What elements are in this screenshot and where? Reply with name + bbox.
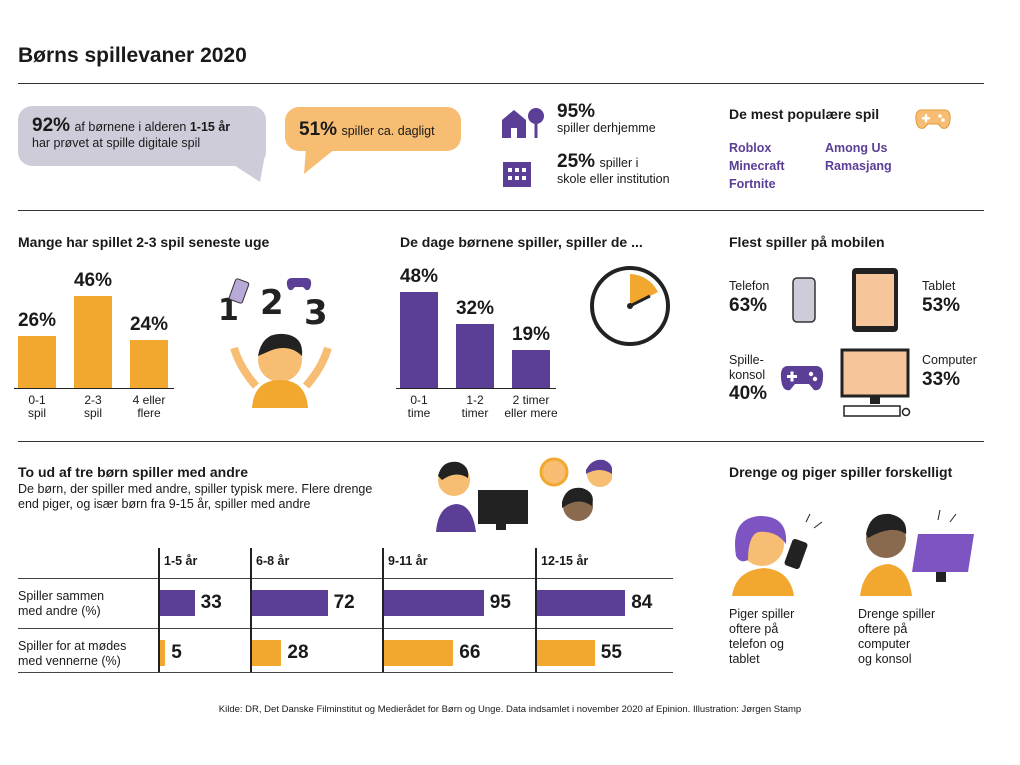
- bar-value-label: 48%: [399, 266, 439, 287]
- hbar-1-3: [537, 640, 595, 666]
- divider: [18, 441, 984, 442]
- time-bar-chart: 48% 0-1 time 32% 1-2 timer 19% 2 timer eller mer…: [396, 266, 590, 430]
- bar-category-label: 0-1 spil: [27, 393, 46, 420]
- computer-icon: [840, 348, 911, 417]
- hbar-0-3: [537, 590, 626, 616]
- page-title: Børns spillevaner 2020: [18, 44, 247, 67]
- grid-line: [18, 578, 673, 579]
- grid-line: [18, 672, 673, 673]
- social-bar-chart: Spiller sammen med andre (%) Spiller for a…: [18, 548, 678, 674]
- bar-category-label: 2 timer eller mere: [504, 393, 558, 420]
- bar-1-1: [456, 324, 494, 388]
- hbar-value-label: 66: [459, 642, 481, 663]
- device-title: Flest spiller på mobilen: [729, 234, 885, 250]
- bar-category-label: 2-3 spil: [83, 393, 102, 420]
- time-chart-title: De dage børnene spiller, spiller de ...: [400, 234, 643, 250]
- bubble-tail: [304, 148, 336, 174]
- bar-0-0: [18, 336, 56, 388]
- group-divider: [250, 548, 252, 672]
- gamepad-icon: [915, 109, 951, 129]
- age-group-header: 6-8 år: [256, 554, 290, 568]
- stat-bubble-daily: 51% spiller ca. dagligt: [285, 107, 461, 151]
- kids-gaming-illustration: [436, 457, 612, 532]
- boy-computer-illustration: [860, 509, 974, 596]
- console-icon: [780, 366, 824, 391]
- girl-phone-illustration: [732, 513, 823, 596]
- social-title: To ud af tre børn spiller med andre: [18, 464, 248, 480]
- house-icon: [502, 108, 544, 138]
- x-axis-line: [14, 388, 174, 389]
- hbar-1-0: [160, 640, 166, 666]
- stat-bubble-tried: 92% af børnene i alderen 1-15 år har prø…: [18, 106, 266, 166]
- games-chart-title: Mange har spillet 2-3 spil seneste uge: [18, 234, 270, 250]
- game-item: Among Us: [825, 141, 888, 155]
- source-note: Kilde: DR, Det Danske Filminstitut og Me…: [218, 704, 802, 715]
- divider: [18, 83, 984, 84]
- bubble-tail: [226, 160, 264, 182]
- bar-category-label: 1-2 timer: [461, 393, 489, 420]
- hbar-1-1: [252, 640, 282, 666]
- kid-numbers-illustration: 1 2 3: [218, 278, 332, 408]
- phone-icon: [792, 277, 816, 323]
- bar-0-1: [74, 296, 112, 388]
- hbar-0-1: [252, 590, 328, 616]
- game-item: Minecraft: [729, 159, 785, 173]
- age-group-header: 9-11 år: [388, 554, 428, 568]
- bar-value-label: 24%: [129, 314, 169, 335]
- svg-text:2: 2: [260, 283, 284, 323]
- age-group-header: 12-15 år: [541, 554, 589, 568]
- bar-1-0: [400, 292, 438, 388]
- bar-value-label: 19%: [511, 324, 551, 345]
- age-group-header: 1-5 år: [164, 554, 198, 568]
- svg-text:1: 1: [218, 293, 239, 328]
- game-item: Fortnite: [729, 177, 776, 191]
- hbar-0-0: [160, 590, 195, 616]
- tablet-icon: [852, 268, 898, 332]
- grid-line: [18, 628, 673, 629]
- hbar-0-2: [384, 590, 484, 616]
- hbar-value-label: 5: [171, 642, 182, 663]
- clock-icon: [590, 266, 670, 346]
- bar-value-label: 46%: [73, 270, 113, 291]
- bar-category-label: 4 eller flere: [132, 393, 166, 420]
- hbar-value-label: 55: [600, 642, 622, 663]
- bar-1-2: [512, 350, 550, 388]
- hbar-value-label: 95: [489, 592, 511, 613]
- group-divider: [158, 548, 160, 672]
- popular-title: De mest populære spil: [729, 106, 880, 122]
- games-bar-chart: 26% 0-1 spil 46% 2-3 spil 24% 4 eller flere: [14, 270, 198, 430]
- bar-value-label: 32%: [455, 298, 495, 319]
- hbar-value-label: 33: [200, 592, 222, 613]
- x-axis-line: [396, 388, 556, 389]
- stat-pct: 92%: [32, 115, 71, 136]
- bar-category-label: 0-1 time: [407, 393, 431, 420]
- hbar-1-2: [384, 640, 454, 666]
- bar-0-2: [130, 340, 168, 388]
- game-item: Roblox: [729, 141, 772, 155]
- hbar-value-label: 84: [631, 592, 653, 613]
- divider: [18, 210, 984, 211]
- bar-value-label: 26%: [17, 310, 57, 331]
- group-divider: [382, 548, 384, 672]
- svg-text:3: 3: [304, 293, 328, 333]
- hbar-value-label: 28: [287, 642, 309, 663]
- gender-title: Drenge og piger spiller forskelligt: [729, 464, 953, 480]
- row-label: Spiller for at mødes med vennerne (%): [18, 639, 127, 668]
- group-divider: [535, 548, 537, 672]
- game-item: Ramasjang: [825, 159, 892, 173]
- school-icon: [503, 162, 531, 187]
- hbar-value-label: 72: [333, 592, 355, 613]
- row-label: Spiller sammen med andre (%): [18, 589, 105, 618]
